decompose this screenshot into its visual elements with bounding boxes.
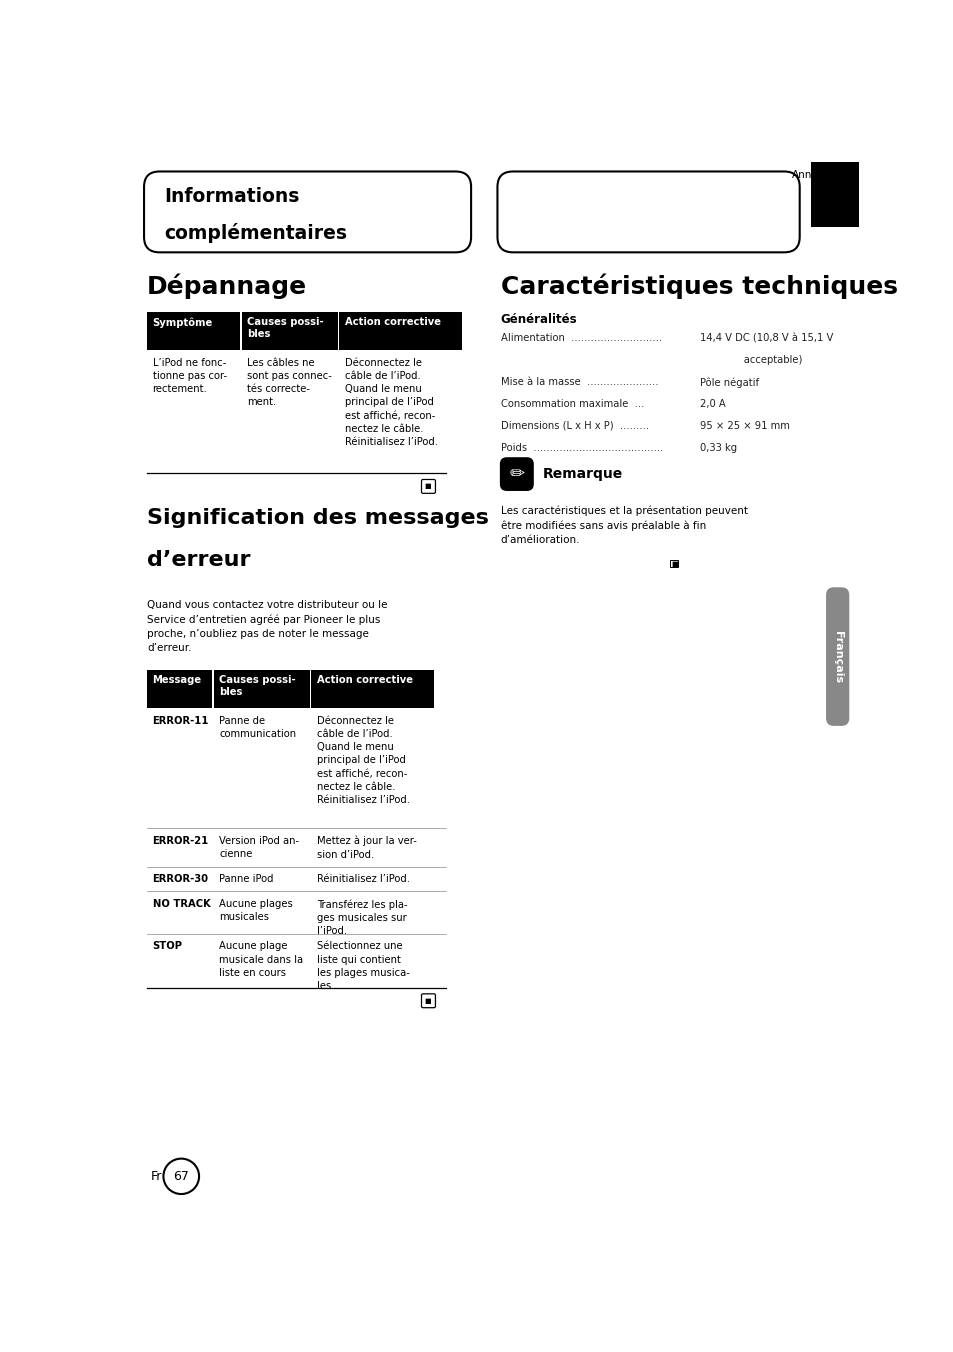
Text: Les caractéristiques et la présentation peuvent
être modifiées sans avis préalab: Les caractéristiques et la présentation … (500, 506, 747, 545)
FancyBboxPatch shape (497, 172, 799, 253)
Text: ERROR-11: ERROR-11 (152, 715, 209, 726)
Text: ERROR-21: ERROR-21 (152, 836, 209, 846)
Text: Caractéristiques techniques: Caractéristiques techniques (500, 274, 897, 299)
Text: Message: Message (152, 675, 201, 685)
Text: 67: 67 (173, 1169, 189, 1183)
Text: Signification des messages: Signification des messages (147, 508, 489, 529)
Text: Les câbles ne
sont pas connec-
tés correcte-
ment.: Les câbles ne sont pas connec- tés corre… (247, 358, 332, 407)
Text: acceptable): acceptable) (700, 356, 802, 365)
Text: ✏: ✏ (509, 465, 524, 483)
Text: Panne iPod: Panne iPod (219, 875, 274, 884)
Text: Panne de
communication: Panne de communication (219, 715, 296, 740)
Text: Transférez les pla-
ges musicales sur
l’iPod.: Transférez les pla- ges musicales sur l’… (316, 899, 407, 936)
Text: complémentaires: complémentaires (164, 223, 347, 243)
Bar (810, 162, 861, 227)
Bar (213, 669, 310, 708)
Text: ■: ■ (424, 483, 431, 489)
Text: Action corrective: Action corrective (344, 316, 440, 327)
Text: Annexe: Annexe (791, 170, 830, 180)
Bar (147, 311, 240, 350)
Text: Réinitialisez l’iPod.: Réinitialisez l’iPod. (316, 875, 410, 884)
Text: Action corrective: Action corrective (316, 675, 413, 685)
Bar (147, 669, 212, 708)
Text: Aucune plages
musicales: Aucune plages musicales (219, 899, 293, 922)
Text: Causes possi-
bles: Causes possi- bles (219, 675, 295, 698)
Text: Remarque: Remarque (542, 468, 622, 481)
Text: 0,33 kg: 0,33 kg (700, 443, 737, 453)
Text: Déconnectez le
câble de l’iPod.
Quand le menu
principal de l’iPod
est affiché, r: Déconnectez le câble de l’iPod. Quand le… (316, 715, 410, 804)
Text: Version iPod an-
cienne: Version iPod an- cienne (219, 836, 299, 859)
FancyBboxPatch shape (421, 994, 435, 1007)
Text: Symptôme: Symptôme (152, 316, 213, 327)
FancyBboxPatch shape (421, 480, 435, 493)
Bar (241, 311, 337, 350)
Text: Fr: Fr (150, 1169, 161, 1183)
Text: STOP: STOP (152, 941, 182, 952)
Text: Alimentation  ............................: Alimentation ...........................… (500, 333, 661, 343)
Text: NO TRACK: NO TRACK (152, 899, 210, 909)
Text: 2,0 A: 2,0 A (700, 399, 725, 410)
FancyBboxPatch shape (500, 458, 533, 491)
Text: Consommation maximale  ...: Consommation maximale ... (500, 399, 643, 410)
Text: ■: ■ (670, 561, 677, 566)
Text: ■: ■ (424, 998, 431, 1003)
Text: Quand vous contactez votre distributeur ou le
Service d’entretien agréé par Pion: Quand vous contactez votre distributeur … (147, 600, 387, 653)
Text: Français: Français (832, 630, 841, 683)
FancyBboxPatch shape (144, 172, 471, 253)
Text: Informations: Informations (164, 187, 299, 206)
Text: Mettez à jour la ver-
sion d’iPod.: Mettez à jour la ver- sion d’iPod. (316, 836, 416, 860)
Bar (311, 669, 434, 708)
Text: 95 × 25 × 91 mm: 95 × 25 × 91 mm (700, 420, 789, 431)
Text: L’iPod ne fonc-
tionne pas cor-
rectement.: L’iPod ne fonc- tionne pas cor- rectemen… (152, 358, 227, 395)
Text: Aucune plage
musicale dans la
liste en cours: Aucune plage musicale dans la liste en c… (219, 941, 303, 977)
Text: Dimensions (L x H x P)  .........: Dimensions (L x H x P) ......... (500, 420, 648, 431)
Text: Causes possi-
bles: Causes possi- bles (247, 316, 323, 339)
FancyBboxPatch shape (825, 587, 848, 726)
Text: Dépannage: Dépannage (147, 274, 307, 299)
Text: Sélectionnez une
liste qui contient
les plages musica-
les.: Sélectionnez une liste qui contient les … (316, 941, 410, 991)
Text: Déconnectez le
câble de l’iPod.
Quand le menu
principal de l’iPod
est affiché, r: Déconnectez le câble de l’iPod. Quand le… (344, 358, 437, 448)
Text: Généralités: Généralités (500, 314, 577, 326)
Text: Mise à la masse  ......................: Mise à la masse ...................... (500, 377, 658, 387)
Text: Pôle négatif: Pôle négatif (700, 377, 759, 388)
Bar (339, 311, 461, 350)
Text: 14,4 V DC (10,8 V à 15,1 V: 14,4 V DC (10,8 V à 15,1 V (700, 333, 833, 343)
Text: Poids  ........................................: Poids ..................................… (500, 443, 662, 453)
Text: d’erreur: d’erreur (147, 549, 251, 569)
Text: ERROR-30: ERROR-30 (152, 875, 209, 884)
